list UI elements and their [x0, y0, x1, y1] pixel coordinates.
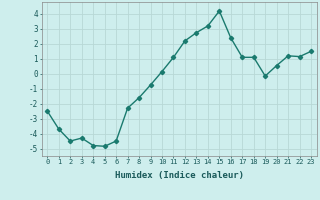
X-axis label: Humidex (Indice chaleur): Humidex (Indice chaleur): [115, 171, 244, 180]
